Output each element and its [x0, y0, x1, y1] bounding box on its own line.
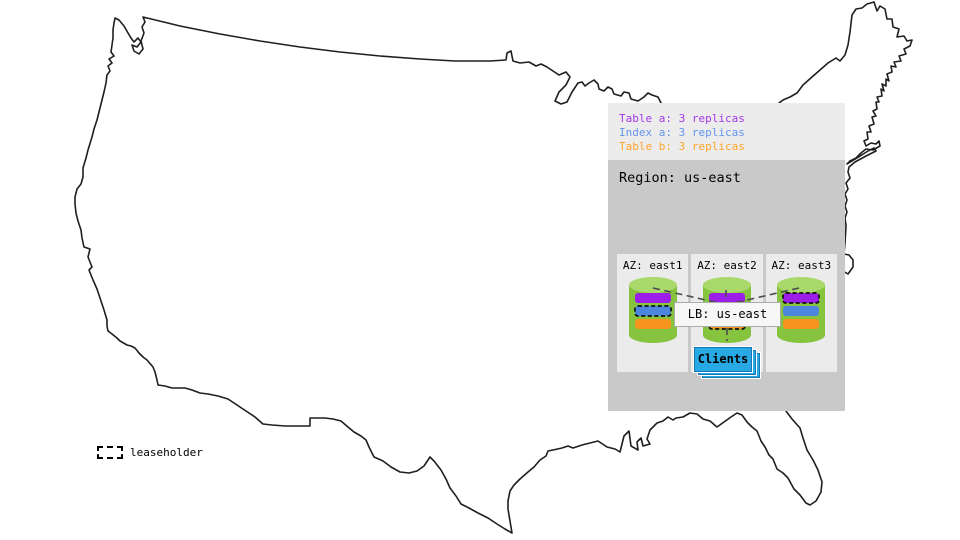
az-label: AZ: east2 — [697, 259, 757, 272]
replica-bar-index-a — [783, 306, 820, 316]
cylinder-top — [777, 277, 826, 293]
replica-legend: Table a: 3 replicas Index a: 3 replicas … — [608, 103, 845, 160]
az-label: AZ: east1 — [622, 259, 683, 272]
replica-bar-table-a — [634, 293, 671, 303]
leaseholder-key: leaseholder — [97, 446, 203, 459]
region-title: Region: us-east — [619, 170, 741, 186]
replica-bar-table-a — [782, 292, 821, 304]
replica-bar-table-b — [634, 319, 671, 329]
replica-bar-table-b — [783, 319, 820, 329]
cylinder-top — [702, 277, 751, 293]
legend-entry-table-a: Table a: 3 replicas — [619, 112, 745, 125]
load-balancer-box: LB: us-east — [674, 302, 781, 327]
legend-entry-table-b: Table b: 3 replicas — [619, 140, 745, 153]
leaseholder-label: leaseholder — [130, 446, 203, 459]
clients-box: Clients — [694, 347, 752, 372]
database-cylinder-icon — [777, 277, 826, 343]
az-label: AZ: east3 — [771, 259, 832, 272]
replica-bar-index-a — [633, 305, 672, 317]
legend-entry-index-a: Index a: 3 replicas — [619, 126, 745, 139]
leaseholder-swatch-icon — [97, 446, 123, 459]
cylinder-top — [628, 277, 677, 293]
database-cylinder-icon — [628, 277, 677, 343]
